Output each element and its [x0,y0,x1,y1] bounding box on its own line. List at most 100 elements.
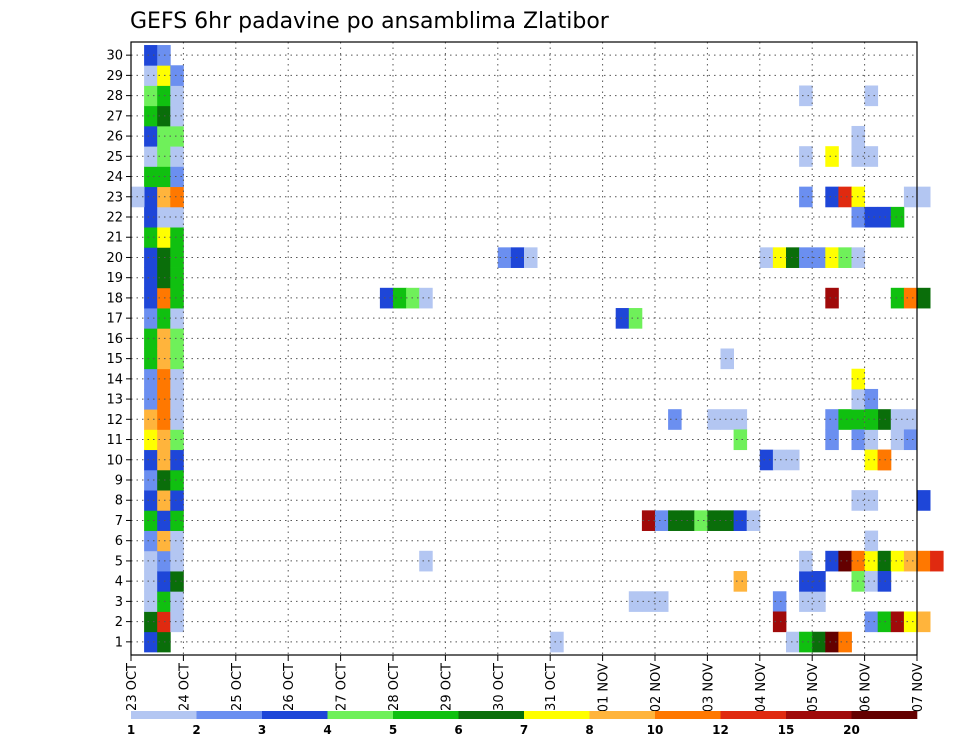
heatmap-cell [144,490,158,511]
heatmap-cell [157,146,171,167]
heatmap-cell [170,409,184,430]
heatmap-cell [379,287,394,309]
heatmap-cell [170,166,184,188]
x-axis-ticks: 23 OCT 24 OCT 25 OCT 26 OCT 27 OCT 28 OCT 29 O… [125,655,926,712]
heatmap-cell [903,550,918,572]
colorbar-tick-label: 12 [712,723,729,737]
colorbar-swatch [786,711,852,719]
heatmap-cell [877,449,892,471]
heatmap-cell [733,510,748,531]
heatmap-cell [157,388,171,410]
x-tick-label: 04 NOV [754,663,769,712]
heatmap-cell [903,429,918,451]
heatmap-cell [917,550,931,572]
heatmap-cell [170,348,184,370]
heatmap-cell [890,550,905,572]
heatmap-cell [799,631,813,653]
heatmap-cell [772,247,787,268]
heatmap-cell [157,328,171,349]
heatmap-cell [157,125,171,147]
heatmap-cell [720,348,734,370]
y-tick-label: 25 [106,150,123,165]
heatmap-cell [890,409,905,430]
x-tick-label: 01 NOV [597,663,612,712]
y-tick-label: 9 [115,474,123,489]
colorbar: 1 2 3 4 5 6 7 8 10 12 15 20 [127,711,918,737]
colorbar-tick-label: 2 [192,723,200,737]
heatmap-cell [170,591,184,612]
x-tick-label: 07 NOV [911,663,926,712]
heatmap-cell [864,611,879,633]
heatmap-cell [877,611,892,633]
x-tick-label: 23 OCT [125,663,140,711]
heatmap-cell [144,45,158,66]
x-tick-label: 06 NOV [859,663,874,712]
heatmap-cell [903,409,918,430]
heatmap-cell [144,409,158,430]
heatmap-cell [825,550,839,572]
heatmap-cell [655,510,669,531]
heatmap-cell [864,429,879,451]
heatmap-cell [825,186,839,208]
y-tick-label: 1 [115,635,123,650]
heatmap-cell [170,490,184,511]
heatmap-cell [144,166,158,188]
y-tick-label: 28 [106,89,123,104]
heatmap-cell [864,85,879,107]
heatmap-cell [903,611,918,633]
heatmap-cell [157,227,171,248]
heatmap-cell [144,328,158,349]
y-tick-label: 21 [106,231,123,246]
colorbar-tick-label: 3 [258,723,266,737]
heatmap-cell [170,469,184,491]
heatmap-cell [170,368,184,390]
heatmap-cell [825,409,839,430]
heatmap-cell [825,631,839,653]
y-tick-label: 8 [115,494,123,509]
heatmap-cell [864,388,879,410]
heatmap-cell [419,287,433,309]
y-tick-label: 2 [115,615,123,630]
heatmap-cell [157,429,171,451]
heatmap-cell [759,247,774,268]
colorbar-swatch [393,711,459,719]
colorbar-swatch [851,711,918,719]
colorbar-swatch [720,711,787,719]
y-tick-label: 15 [106,352,123,367]
y-tick-label: 14 [106,372,123,387]
colorbar-swatch [458,711,525,719]
heatmap-cell [903,186,918,208]
heatmap-cell [144,146,158,167]
heatmap-cell [170,571,184,592]
heatmap-cell [838,186,852,208]
y-tick-label: 16 [106,332,123,347]
heatmap-cell [903,287,918,309]
y-tick-label: 11 [106,433,123,448]
heatmap-cell [170,186,184,208]
x-tick-label: 02 NOV [649,663,664,712]
heatmap-cell [157,530,171,552]
colorbar-swatch [589,711,656,719]
heatmap-cell [786,449,800,471]
x-tick-label: 29 OCT [439,663,454,711]
heatmap-cell [733,409,748,430]
heatmap-cell [864,206,879,228]
heatmap-cell [144,388,158,410]
y-tick-label: 7 [115,514,123,529]
heatmap-cell [799,550,813,572]
heatmap-cell [628,591,643,612]
heatmap-cell [786,247,800,268]
y-tick-label: 3 [115,595,123,610]
y-tick-label: 29 [106,69,123,84]
heatmap-cell [825,287,839,309]
heatmap-cell [930,550,944,572]
heatmap-cell [157,409,171,430]
y-tick-label: 24 [106,170,123,185]
heatmap-cell [170,85,184,107]
heatmap-cell [144,530,158,552]
heatmap-cell [157,348,171,370]
heatmap-cell [170,308,184,329]
heatmap-cell [510,247,525,268]
heatmap-cell [170,328,184,349]
